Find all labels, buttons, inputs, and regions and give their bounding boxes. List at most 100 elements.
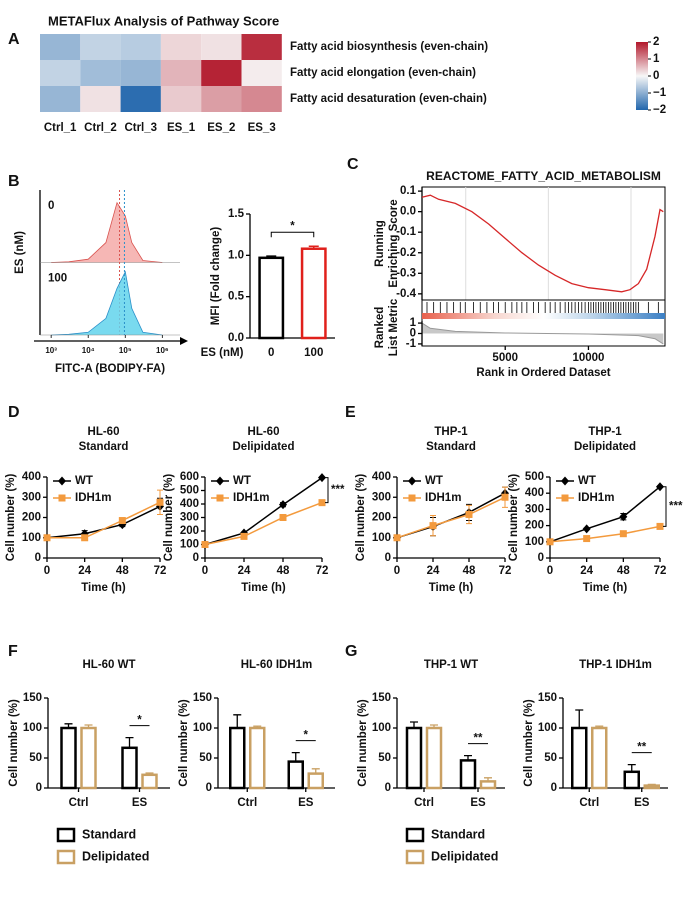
y-tick-label: 400 (22, 471, 41, 483)
heatmap-cell (201, 60, 242, 86)
legend-marker (216, 476, 224, 486)
y-axis-label: Cell number (%) (357, 699, 369, 787)
y-tick-label: 200 (372, 512, 391, 524)
heatmap-cell (160, 60, 202, 86)
heatmap-cell (40, 60, 81, 86)
y-tick-label: 300 (525, 503, 544, 515)
legend-marker (408, 476, 416, 486)
y-tick-label: 100 (193, 722, 212, 734)
error-bar (145, 772, 154, 775)
heatmap-cell (160, 34, 202, 60)
y-tick-label: 400 (372, 471, 391, 483)
y-tick-label: 200 (525, 520, 544, 532)
x-axis-label: Time (h) (429, 582, 474, 594)
marker (318, 473, 326, 483)
legend-label: WT (578, 475, 596, 487)
bar (307, 772, 324, 790)
legend-marker (216, 494, 224, 502)
y-tick-label: 1.0 (228, 249, 244, 261)
x-tick-label: 24 (427, 565, 440, 577)
marker (429, 522, 437, 530)
y-tick-label: 200 (22, 512, 41, 524)
series-line (47, 501, 161, 539)
marker (279, 514, 287, 521)
series-line (204, 501, 323, 546)
chart-title: Standard (79, 441, 129, 453)
marker (156, 498, 164, 506)
column-label: Ctrl_2 (84, 122, 117, 134)
x-tick-label: 72 (499, 565, 512, 577)
legend-label: WT (233, 475, 251, 487)
x-tick-label: 24 (580, 565, 593, 577)
chart-title: Delipidated (574, 441, 636, 453)
panel-label: G (345, 643, 357, 660)
y-tick-label: 0 (538, 552, 544, 564)
x-tick-label: ES (634, 797, 650, 809)
chart-title: METAFlux Analysis of Pathway Score (48, 13, 279, 28)
y-tick-label: 0 (551, 782, 557, 794)
bar (425, 726, 443, 790)
x-tick-label: 48 (116, 565, 129, 577)
y-tick-label: -0.3 (396, 267, 416, 279)
y-tick-label: 300 (372, 491, 391, 503)
row-label: Fatty acid biosynthesis (even-chain) (290, 41, 488, 53)
y-axis-label: Enriching Score (388, 199, 400, 287)
bar (405, 726, 423, 790)
panel-label: F (8, 643, 18, 660)
legend-label: Standard (82, 827, 136, 841)
significance: * (304, 730, 309, 742)
y-tick-label: 50 (378, 752, 391, 764)
marker (318, 499, 326, 507)
marker (501, 493, 509, 501)
legend-label: WT (425, 475, 443, 487)
y-tick-label: 1 (410, 317, 417, 329)
y-tick-label: 100 (22, 532, 41, 544)
x-tick-label: 10⁴ (82, 346, 95, 355)
legend-label: IDH1m (233, 492, 269, 504)
bar (623, 770, 640, 790)
heatmap-cell (80, 86, 121, 112)
legend-label: IDH1m (578, 492, 614, 504)
colorbar-label: 2 (653, 36, 659, 48)
series-line (549, 525, 661, 543)
legend-marker (561, 476, 569, 486)
bar (571, 726, 588, 790)
error-bar (84, 724, 93, 728)
y-tick-label: 150 (193, 692, 212, 704)
x-tick-label: 10³ (45, 346, 57, 355)
panel-label: B (8, 173, 20, 190)
x-tick-label: Ctrl (69, 797, 89, 809)
bar (459, 759, 477, 790)
chart-title: THP-1 (434, 426, 468, 438)
y-axis-label: ES (nM) (14, 231, 26, 274)
marker (465, 510, 473, 518)
heatmap-cell (241, 34, 282, 60)
x-tick-label: 0 (44, 565, 50, 577)
x-tick-label: 48 (463, 565, 476, 577)
density-area (51, 201, 163, 263)
bar (287, 760, 304, 790)
legend-label: Standard (431, 827, 485, 841)
x-tick-label: Ctrl (414, 797, 434, 809)
y-tick-label: 150 (23, 692, 42, 704)
marker (240, 532, 248, 540)
legend-label: WT (75, 475, 93, 487)
series-label: 0 (48, 200, 54, 212)
x-tick-label: ES (298, 797, 314, 809)
marker (619, 530, 627, 538)
x-tick-label: 48 (617, 565, 630, 577)
row-label: Fatty acid elongation (even-chain) (290, 67, 476, 79)
heatmap-cell (120, 34, 161, 60)
error-bar (410, 721, 418, 728)
heatmap-cell (160, 86, 202, 112)
legend-swatch (56, 849, 76, 865)
y-tick-label: 0.5 (228, 291, 245, 303)
y-tick-label: 0.0 (400, 206, 416, 218)
rank-strip (422, 313, 665, 319)
marker (582, 524, 591, 534)
y-tick-label: 200 (180, 525, 199, 537)
x-tick-label: 72 (654, 565, 667, 577)
x-tick-label: 5000 (492, 352, 518, 364)
panel-label: D (8, 404, 20, 421)
significance: * (137, 715, 142, 727)
